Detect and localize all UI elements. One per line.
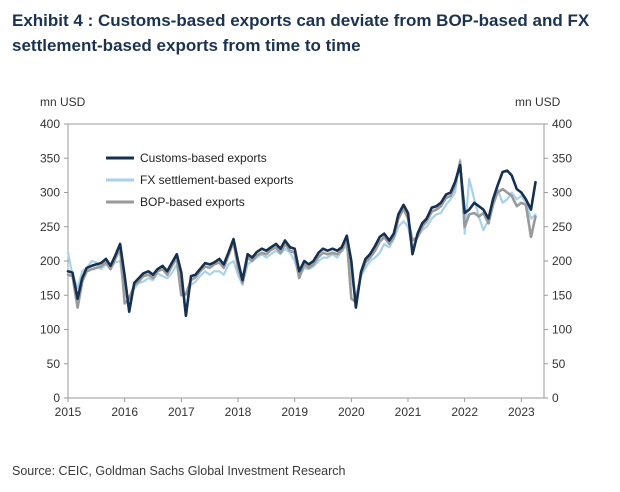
y-tick-label-left: 100	[40, 323, 60, 337]
chart-title: Exhibit 4 : Customs-based exports can de…	[12, 11, 590, 55]
series-line-customs-based-exports	[66, 163, 537, 318]
y-tick-label-left: 150	[40, 288, 60, 302]
y-tick-label-right: 100	[552, 323, 572, 337]
legend-label: Customs-based exports	[140, 151, 267, 165]
y-tick-label-right: 250	[552, 220, 572, 234]
source-note: Source: CEIC, Goldman Sachs Global Inves…	[12, 464, 346, 478]
y-axis-right-unit: mn USD	[515, 95, 561, 109]
y-tick-label-left: 50	[47, 357, 61, 371]
x-tick-label: 2022	[451, 405, 478, 419]
legend: Customs-based exports FX settlement-based…	[106, 151, 293, 209]
x-tick-label: 2020	[338, 405, 365, 419]
y-tick-label-left: 350	[40, 151, 60, 165]
y-tick-label-left: 300	[40, 186, 60, 200]
y-tick-label-left: 250	[40, 220, 60, 234]
x-tick-label: 2021	[395, 405, 422, 419]
y-tick-label-right: 300	[552, 186, 572, 200]
y-tick-label-right: 200	[552, 254, 572, 268]
x-tick-label: 2016	[111, 405, 138, 419]
x-tick-label: 2017	[168, 405, 195, 419]
y-tick-label-right: 0	[552, 391, 559, 405]
axes: mn USD mn USD 0 0 50 50 100 100 150 150 200 200 250 2…	[40, 95, 572, 419]
y-tick-label-right: 350	[552, 151, 572, 165]
x-tick-label: 2015	[55, 405, 82, 419]
y-tick-label-left: 200	[40, 254, 60, 268]
legend-label: BOP-based exports	[140, 195, 245, 209]
y-tick-label-right: 400	[552, 117, 572, 131]
y-tick-label-right: 50	[552, 357, 566, 371]
series-layer	[66, 158, 537, 318]
series-line-fx-settlement-based-exports	[66, 158, 537, 298]
series-line-bop-based-exports	[66, 160, 537, 309]
y-tick-label-left: 400	[40, 117, 60, 131]
x-tick-label: 2018	[225, 405, 252, 419]
x-tick-label: 2019	[281, 405, 308, 419]
legend-label: FX settlement-based exports	[140, 173, 293, 187]
y-tick-label-right: 150	[552, 288, 572, 302]
y-axis-left-unit: mn USD	[40, 95, 86, 109]
y-tick-label-left: 0	[53, 391, 60, 405]
x-tick-label: 2023	[508, 405, 535, 419]
